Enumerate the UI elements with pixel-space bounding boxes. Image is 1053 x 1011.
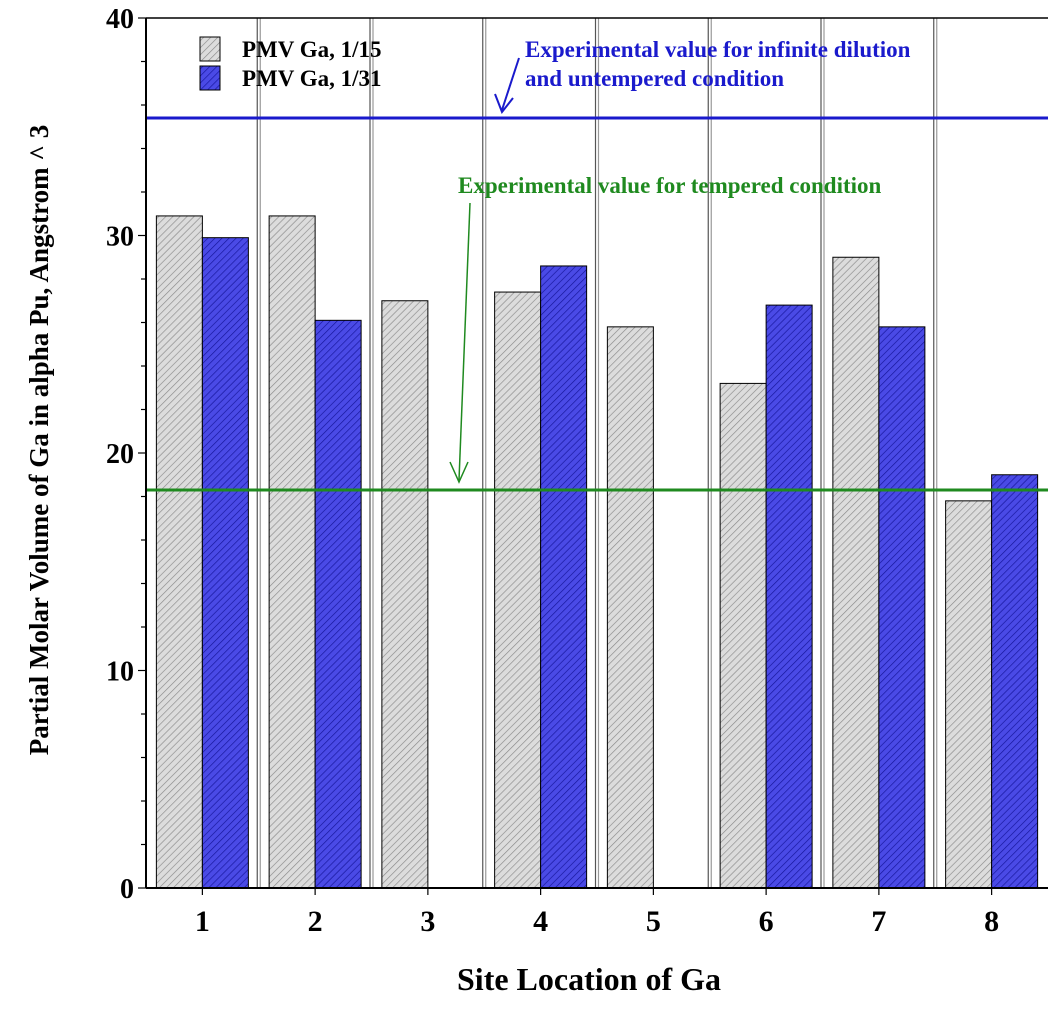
x-tick-label: 1 xyxy=(195,905,210,938)
reference-lines xyxy=(146,116,1048,492)
annotation-infinite-dilution-arrow xyxy=(494,57,520,114)
y-tick-label: 40 xyxy=(106,4,134,35)
x-axis-ticks: 1 2 3 4 5 6 7 8 xyxy=(195,888,999,938)
bar-series-2-site-7 xyxy=(878,326,926,889)
bar-series-1-site-6 xyxy=(719,382,767,889)
site-separator xyxy=(820,18,825,888)
y-tick-label: 0 xyxy=(120,874,134,905)
site-separator xyxy=(707,18,712,888)
x-tick-label: 8 xyxy=(984,905,999,938)
legend-swatch-series-1 xyxy=(199,36,221,62)
x-axis-label: Site Location of Ga xyxy=(457,961,721,997)
bar-series-2-site-4 xyxy=(540,265,588,889)
legend-label-series-1: PMV Ga, 1/15 xyxy=(242,37,381,62)
bar-series-2-site-2 xyxy=(314,319,362,889)
annotation-infinite-dilution-line-2: and untempered condition xyxy=(525,66,784,91)
site-separators xyxy=(256,18,938,888)
x-tick-label: 7 xyxy=(871,905,886,938)
site-separator xyxy=(369,18,374,888)
legend: PMV Ga, 1/15 PMV Ga, 1/31 xyxy=(199,36,381,91)
y-axis-ticks: 0 10 20 30 40 xyxy=(106,4,146,905)
legend-label-series-2: PMV Ga, 1/31 xyxy=(242,66,381,91)
bar-series-2-site-6 xyxy=(765,304,813,889)
site-separator xyxy=(256,18,261,888)
y-tick-label: 10 xyxy=(106,657,134,688)
bar-series-1-site-1 xyxy=(155,215,203,889)
x-tick-label: 5 xyxy=(646,905,661,938)
bar-series-1-site-8 xyxy=(945,500,993,889)
bars xyxy=(155,215,1039,889)
site-separator xyxy=(933,18,938,888)
y-tick-label: 30 xyxy=(106,222,134,253)
bar-series-1-site-4 xyxy=(494,291,542,889)
bar-series-1-site-5 xyxy=(606,326,654,889)
x-tick-label: 2 xyxy=(308,905,323,938)
bar-series-1-site-2 xyxy=(268,215,316,889)
annotation-tempered: Experimental value for tempered conditio… xyxy=(458,173,882,198)
site-separator xyxy=(594,18,600,888)
bar-series-1-site-3 xyxy=(381,300,429,889)
bar-series-2-site-1 xyxy=(201,237,249,889)
x-tick-label: 4 xyxy=(533,905,548,938)
y-axis-label: Partial Molar Volume of Ga in alpha Pu, … xyxy=(24,125,54,755)
legend-swatch-series-2 xyxy=(199,65,221,91)
annotation-infinite-dilution-line-1: Experimental value for infinite dilution xyxy=(525,37,911,62)
annotation-tempered-arrow xyxy=(449,202,471,484)
bar-series-2-site-8 xyxy=(991,474,1039,889)
bar-series-1-site-7 xyxy=(832,256,880,889)
x-tick-label: 3 xyxy=(420,905,435,938)
site-separator xyxy=(482,18,487,888)
x-tick-label: 6 xyxy=(759,905,774,938)
y-tick-label: 20 xyxy=(106,439,134,470)
